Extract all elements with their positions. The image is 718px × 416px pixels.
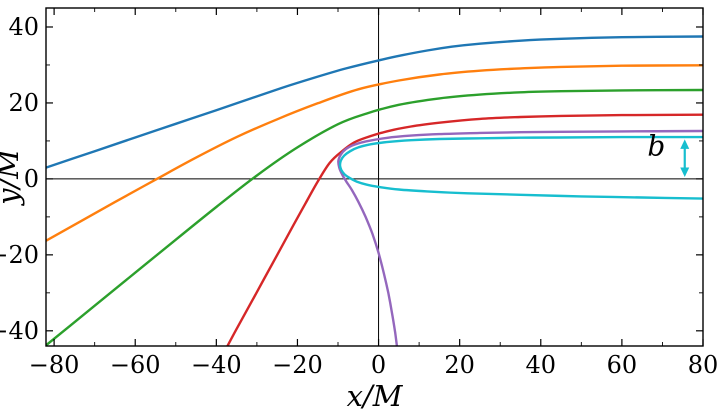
curve-trajectory-2-orange <box>46 64 703 243</box>
curve-trajectory-5-purple <box>337 129 703 346</box>
y-tick-label: −40 <box>0 317 39 345</box>
x-tick-label: −40 <box>191 351 242 379</box>
curve-trajectory-6-cyan <box>338 135 703 200</box>
x-tick-label: −60 <box>110 351 161 379</box>
impact-parameter-label: b <box>647 130 665 163</box>
x-tick-label: 20 <box>444 351 475 379</box>
x-tick-label: 60 <box>607 351 638 379</box>
x-axis-label: x/M <box>347 379 404 413</box>
y-tick-label: −20 <box>0 241 39 269</box>
arrowhead-up-icon <box>680 139 690 149</box>
y-tick-label: 40 <box>8 13 39 41</box>
y-tick-label: 0 <box>24 165 39 193</box>
x-tick-label: −20 <box>272 351 323 379</box>
arrowhead-down-icon <box>680 167 690 177</box>
x-tick-label: 40 <box>526 351 557 379</box>
plot-frame <box>45 7 704 347</box>
y-axis-label: y/M <box>0 148 25 207</box>
x-tick-label: −80 <box>29 351 80 379</box>
curve-trajectory-4-red <box>226 113 703 346</box>
x-tick-label: 80 <box>688 351 718 379</box>
curve-trajectory-1-blue <box>46 35 703 169</box>
y-tick-label: 20 <box>8 89 39 117</box>
curve-trajectory-3-green <box>46 88 703 346</box>
x-tick-label: 0 <box>371 351 386 379</box>
